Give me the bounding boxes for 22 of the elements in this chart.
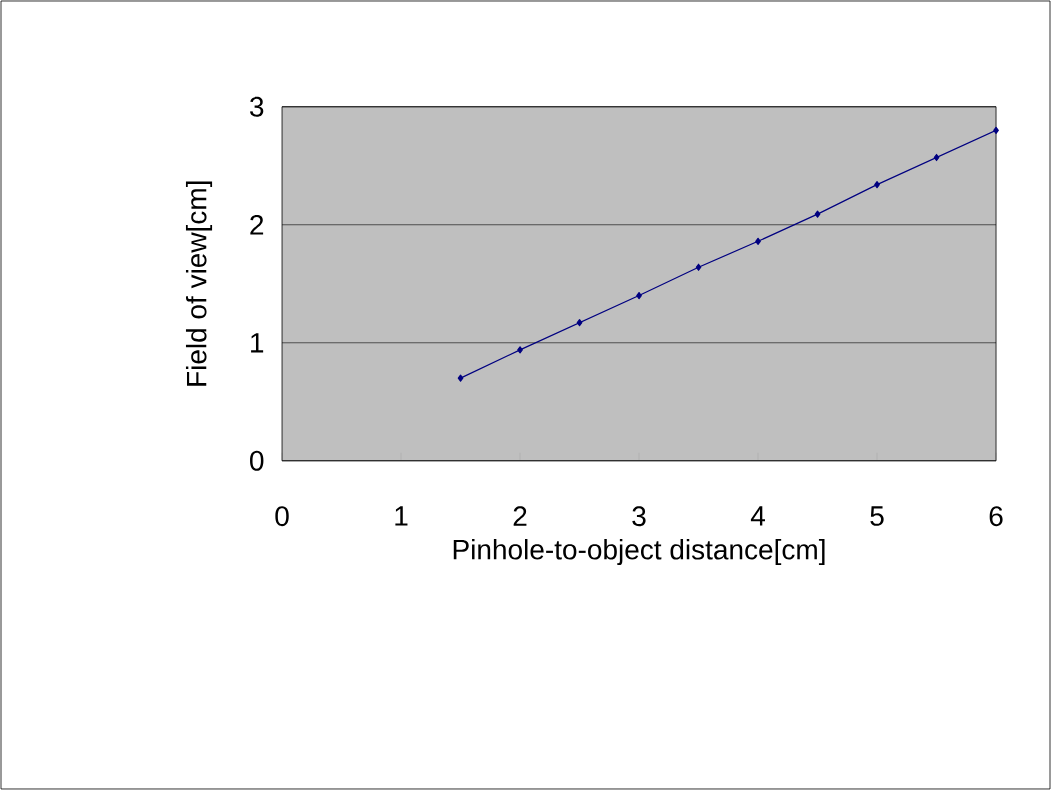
x-tick-label: 6 [989,506,1003,527]
y-axis-title: Field of view[cm] [185,181,213,386]
point [576,319,583,327]
point [695,263,702,271]
point [814,210,821,218]
x-tick-label: 1 [395,506,408,526]
point [933,153,940,162]
x-tick-label: 0 [275,506,289,527]
point [993,126,999,134]
point [755,237,761,245]
point [874,181,880,189]
y-tick-label: 2 [250,214,264,235]
point [517,346,523,354]
x-tick-label: 4 [750,506,765,526]
y-tick-label: 0 [250,450,264,471]
x-axis-title: Pinhole-to-object distance[cm] [453,538,825,566]
x-tick-label: 2 [513,506,527,526]
point [457,374,464,382]
y-tick-label: 3 [250,96,264,117]
x-tick-label: 3 [632,506,646,527]
y-tick-label: 1 [251,333,264,353]
x-tick-label: 5 [870,506,884,526]
